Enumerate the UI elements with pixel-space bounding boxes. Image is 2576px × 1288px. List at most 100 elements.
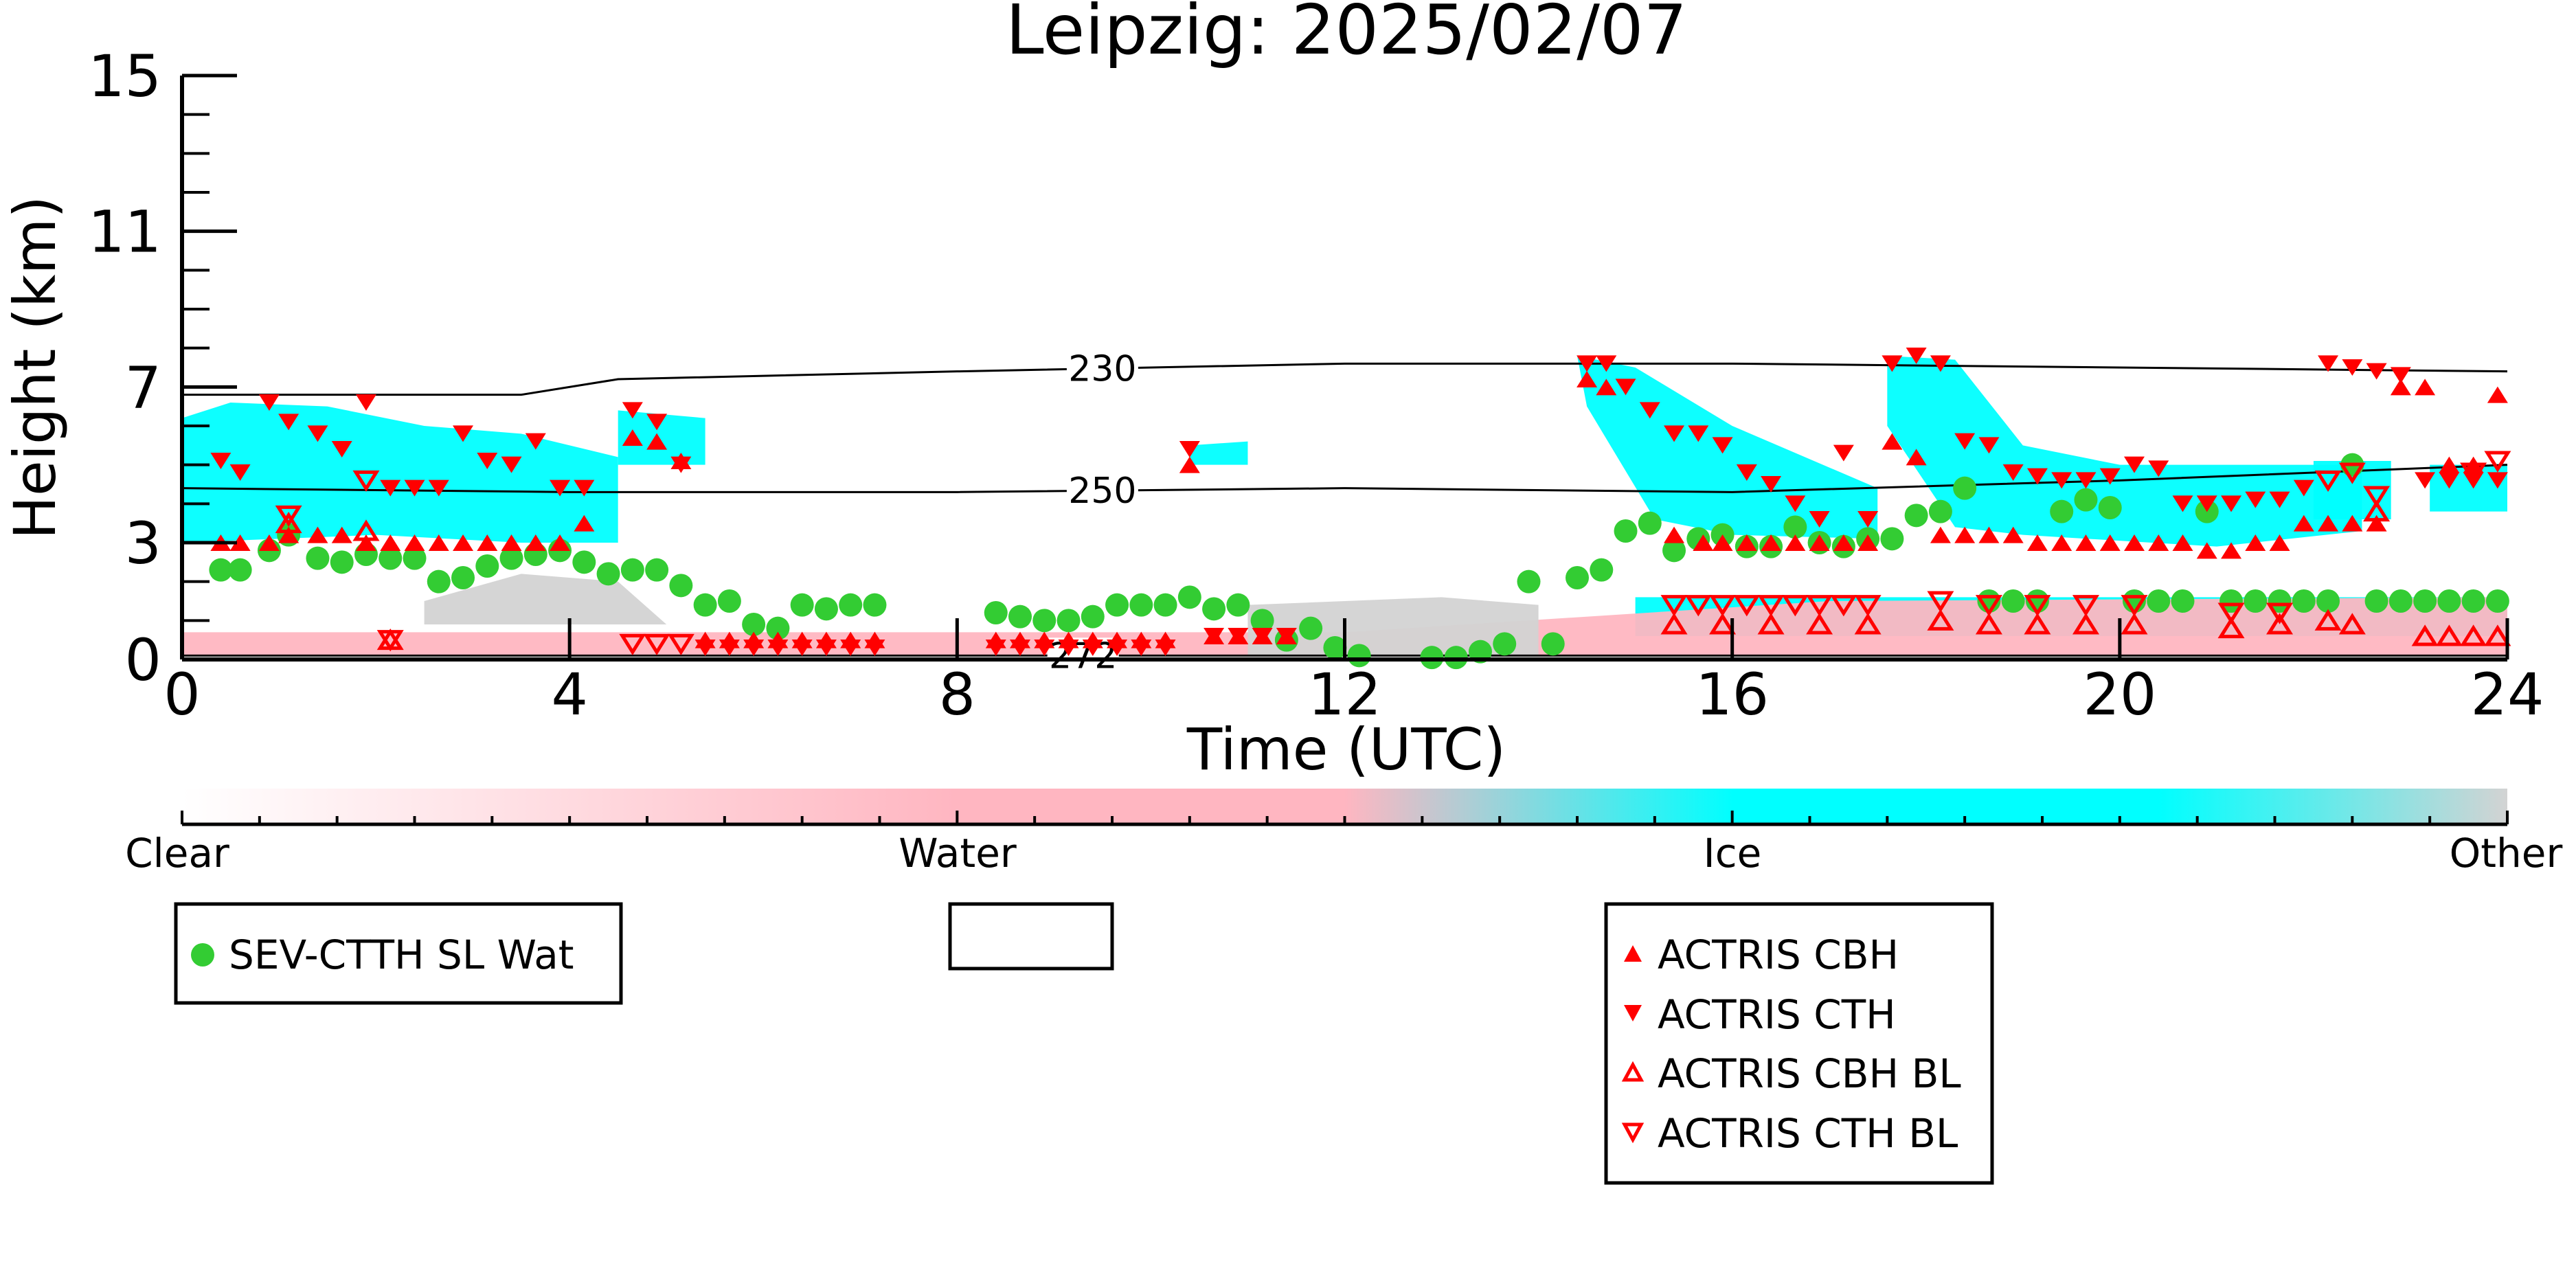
legend-label-actris-cbh: ACTRIS CBH — [1658, 931, 1899, 978]
point-actris-cbh — [229, 534, 251, 551]
point-actris-cth — [2245, 491, 2266, 508]
point-actris-cth-bl — [643, 633, 670, 656]
point-actris-cbh-bl — [2314, 609, 2342, 631]
point-sev-ctth-sl-wat — [766, 616, 790, 640]
point-actris-cbh-bl — [1709, 613, 1737, 635]
point-actris-cbh — [1577, 371, 1598, 387]
x-tick-label: 24 — [2471, 661, 2544, 728]
legend-label-sev-ctth: SEV-CTTH SL Wat — [229, 931, 574, 978]
point-actris-cth — [1954, 433, 1976, 450]
point-sev-ctth-sl-wat — [1928, 499, 1952, 523]
point-actris-cth — [2172, 495, 2193, 512]
point-actris-cbh — [2487, 386, 2508, 403]
point-actris-cbh-bl — [275, 511, 302, 534]
point-actris-cth — [331, 441, 352, 457]
point-actris-cbh — [1712, 534, 1733, 551]
contour-label-bg — [1047, 637, 1119, 674]
point-actris-cth — [574, 479, 595, 497]
point-actris-cth-bl — [352, 470, 380, 493]
point-actris-cth — [1131, 640, 1152, 656]
point-sev-ctth-sl-wat — [1541, 632, 1565, 656]
contour-label: 250 — [1068, 471, 1136, 512]
point-actris-cth-bl — [1806, 595, 1833, 617]
point-actris-cth — [2318, 355, 2339, 372]
point-actris-cth — [1276, 628, 1297, 644]
point-actris-cth — [767, 640, 789, 656]
point-actris-cth — [1034, 640, 1055, 656]
point-actris-cth — [1906, 348, 1927, 364]
point-sev-ctth-sl-wat — [2485, 589, 2509, 613]
y-ticks: 0 3 7 11 15 — [88, 43, 237, 694]
point-actris-cth — [1010, 640, 1031, 656]
point-actris-cth — [2051, 472, 2072, 489]
point-actris-cth — [622, 402, 643, 419]
point-sev-ctth-sl-wat — [2364, 589, 2388, 613]
point-actris-cth — [229, 464, 251, 481]
point-sev-ctth-sl-wat — [1904, 504, 1928, 528]
point-actris-cth — [646, 414, 668, 431]
x-tick-label: 16 — [1695, 661, 1769, 728]
x-axis-title: Time (UTC) — [1186, 716, 1506, 783]
point-sev-ctth-sl-wat — [717, 589, 741, 613]
point-actris-cth — [2196, 495, 2217, 512]
point-sev-ctth-sl-wat — [228, 558, 252, 582]
point-actris-cth — [1978, 437, 2000, 454]
point-actris-cth — [2293, 479, 2314, 497]
cloud-region-ice — [618, 410, 705, 465]
point-actris-cbh — [1664, 526, 1685, 543]
point-sev-ctth-sl-wat — [790, 593, 814, 617]
point-actris-cth-bl — [1854, 595, 1882, 617]
point-actris-cbh — [1693, 534, 1714, 551]
point-sev-ctth-sl-wat — [1662, 539, 1686, 563]
point-actris-cth — [2487, 472, 2508, 489]
point-sev-ctth-sl-wat — [2050, 499, 2074, 523]
point-actris-cbh-bl — [2266, 613, 2294, 635]
legend-label-actris-cth: ACTRIS CTH — [1658, 991, 1896, 1038]
point-actris-cth-bl — [1733, 595, 1761, 617]
point-actris-cbh-bl — [352, 519, 380, 541]
point-sev-ctth-sl-wat — [1105, 593, 1129, 617]
point-actris-cbh — [1930, 526, 1951, 543]
point-actris-cbh — [2269, 534, 2290, 551]
point-sev-ctth-sl-wat — [1638, 511, 1662, 535]
cloud-region-ice — [2313, 461, 2391, 519]
point-actris-cbh-bl — [2460, 624, 2487, 646]
point-sev-ctth-sl-wat — [2316, 589, 2340, 613]
point-actris-cth-bl — [2338, 462, 2366, 484]
phase-colorbar: Clear Water Ice Other — [125, 789, 2562, 877]
cloud-region-ice — [1189, 441, 1248, 465]
point-actris-cth — [864, 640, 885, 656]
point-sev-ctth-sl-wat — [209, 558, 233, 582]
point-actris-cbh-bl — [1806, 613, 1833, 635]
legend-box — [1604, 902, 1994, 1185]
point-actris-cth — [1664, 425, 1685, 442]
point-actris-cth — [985, 640, 1006, 656]
point-actris-cth — [1082, 640, 1103, 656]
point-actris-cbh — [2099, 534, 2121, 551]
point-actris-cth — [1107, 640, 1128, 656]
point-actris-cth-bl — [2314, 470, 2342, 493]
point-sev-ctth-sl-wat — [2244, 589, 2268, 613]
point-actris-cbh — [2051, 534, 2072, 551]
point-sev-ctth-sl-wat — [2437, 589, 2461, 613]
x-tick-label: 8 — [939, 661, 975, 728]
observation-markers — [209, 348, 2511, 670]
point-actris-cbh — [2342, 515, 2363, 532]
point-actris-cbh — [428, 534, 449, 551]
point-actris-cbh — [2075, 534, 2097, 551]
contour-label: 272 — [1049, 635, 1117, 677]
point-actris-cbh — [2002, 526, 2024, 543]
point-actris-cth-bl — [667, 633, 694, 656]
point-sev-ctth-sl-wat — [984, 601, 1008, 624]
point-actris-cth — [2390, 367, 2411, 384]
point-sev-ctth-sl-wat — [1614, 519, 1638, 543]
point-actris-cth — [1857, 511, 1879, 528]
x-tick-label: 12 — [1308, 661, 1381, 728]
point-actris-cbh — [646, 433, 668, 450]
point-actris-cbh — [574, 515, 595, 532]
point-actris-cbh — [258, 534, 280, 551]
cloud-region-ice — [182, 403, 618, 543]
colorbar-label-ice: Ice — [1704, 830, 1762, 877]
point-actris-cth-bl — [2460, 462, 2487, 484]
x-tick-label: 0 — [163, 661, 200, 728]
